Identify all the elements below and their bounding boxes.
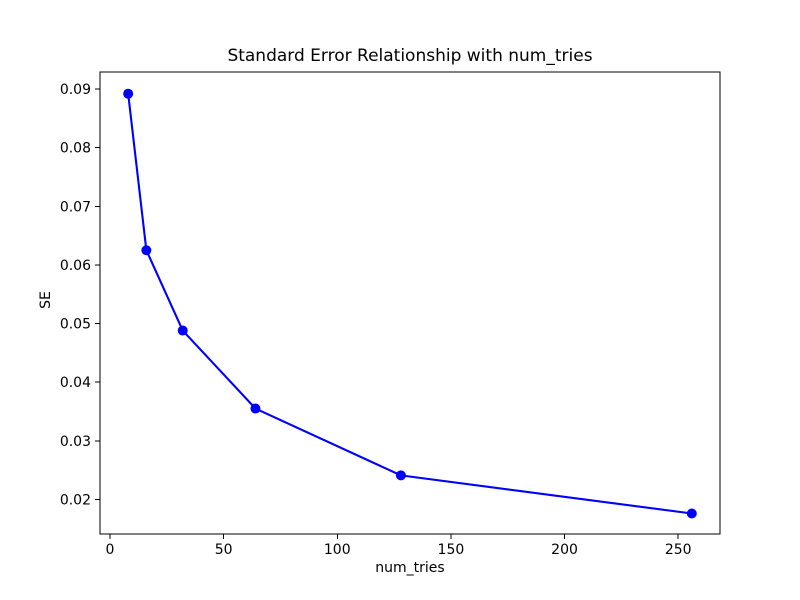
data-line xyxy=(127,93,692,515)
x-tick-label: 200 xyxy=(551,542,578,558)
y-axis-label: SE xyxy=(38,291,54,309)
x-tick-label: 150 xyxy=(438,542,465,558)
data-point xyxy=(686,508,697,519)
plot-spines xyxy=(99,71,721,535)
data-point xyxy=(395,470,406,481)
y-tick-label: 0.02 xyxy=(60,492,91,508)
data-point xyxy=(123,88,134,99)
x-tick-label: 50 xyxy=(215,542,233,558)
x-tick-label: 0 xyxy=(106,542,115,558)
y-tick-label: 0.08 xyxy=(60,141,91,157)
y-tick-label: 0.03 xyxy=(60,434,91,450)
y-tick-label: 0.04 xyxy=(60,375,91,391)
y-tick-label: 0.07 xyxy=(60,199,91,215)
data-point xyxy=(177,325,188,336)
data-point xyxy=(141,245,152,256)
y-tick-label: 0.06 xyxy=(60,258,91,274)
plot-area: 0 50 100 150 200 250 0.02 0.03 0.04 0.05 0.06 0.07 0… xyxy=(60,71,721,558)
x-axis-label: num_tries xyxy=(375,560,444,576)
data-point xyxy=(250,403,261,414)
x-tick-label: 100 xyxy=(324,542,351,558)
chart-title: Standard Error Relationship with num_tri… xyxy=(227,46,592,66)
x-tick-label: 250 xyxy=(665,542,692,558)
y-tick-label: 0.09 xyxy=(60,82,91,98)
y-tick-label: 0.05 xyxy=(60,317,91,333)
